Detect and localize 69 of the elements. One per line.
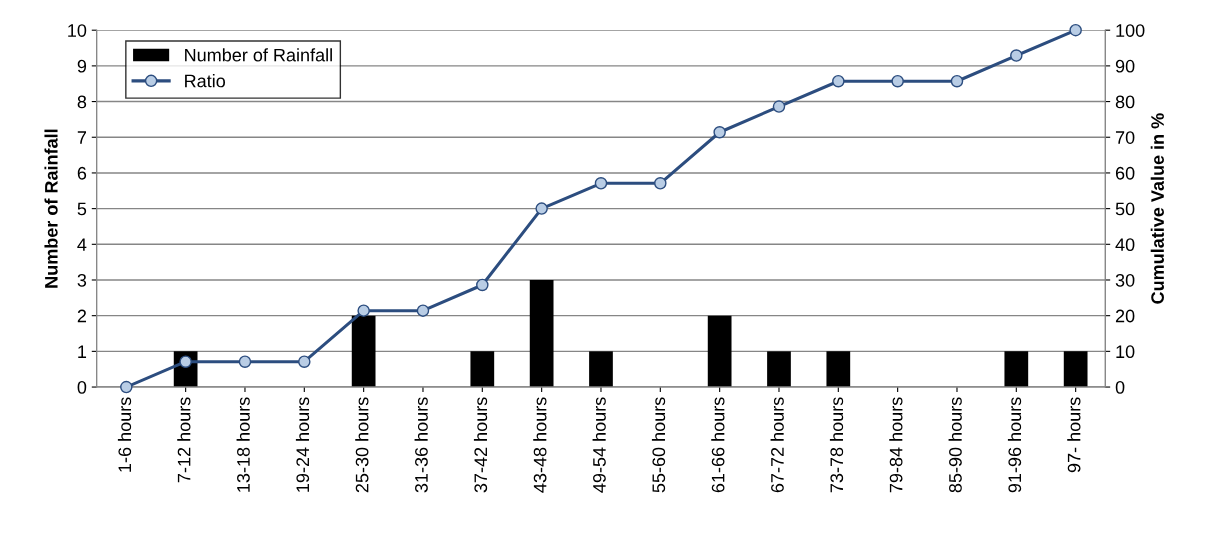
point: [120, 380, 133, 394]
bar: [470, 351, 495, 388]
point: [713, 126, 726, 139]
y2-tick-label: 0: [1115, 380, 1125, 394]
x-tick-label: 85-90 hours: [948, 397, 962, 493]
point: [1010, 49, 1023, 62]
point: [832, 74, 845, 88]
y-tick-label: 4: [77, 238, 87, 251]
y2-tick-label: 30: [1115, 273, 1135, 287]
y2-tick-label: 40: [1115, 238, 1135, 252]
bar: [529, 279, 554, 388]
y-tick-label: 5: [77, 202, 87, 216]
point: [950, 74, 964, 88]
y-tick-label: 2: [77, 309, 87, 323]
x-tick-label: 43-48 hours: [533, 397, 547, 493]
bar: [1063, 351, 1088, 388]
x-tick-label: 25-30 hours: [355, 397, 369, 493]
x-tick-label: 79-84 hours: [889, 397, 903, 493]
point: [357, 304, 370, 317]
legend-label: Ratio: [185, 74, 226, 88]
y-tick-label: 10: [68, 24, 87, 37]
point: [1069, 23, 1082, 37]
x-tick-label: 7-12 hours: [177, 397, 191, 483]
x-tick-label: 67-72 hours: [770, 397, 784, 493]
y2-tick-label: 10: [1116, 345, 1135, 359]
y2-tick-label: 80: [1115, 95, 1135, 109]
point: [654, 177, 667, 190]
x-tick-label: 91-96 hours: [1007, 397, 1022, 493]
legend-label: Number of Rainfall: [185, 48, 332, 62]
y-axis-title: Number of Rainfall: [44, 129, 58, 288]
bar: [707, 315, 732, 388]
x-tick-label: 1-6 hours: [117, 397, 132, 472]
y-tick-label: 6: [77, 166, 87, 180]
point: [535, 202, 548, 215]
x-tick-label: 19-24 hours: [295, 397, 310, 492]
x-tick-label: 61-66 hours: [711, 397, 725, 493]
y2-axis-title: Cumulative Value in %: [1150, 113, 1164, 304]
y2-tick-label: 70: [1115, 131, 1135, 144]
y2-tick-label: 90: [1115, 59, 1135, 73]
x-tick-label: 37-42 hours: [473, 397, 488, 493]
x-tick-label: 73-78 hours: [829, 397, 844, 493]
y2-tick-label: 50: [1115, 202, 1135, 216]
x-tick-label: 13-18 hours: [236, 397, 250, 492]
y-tick-label: 7: [77, 131, 87, 144]
point: [416, 304, 430, 317]
x-tick-label: 55-60 hours: [651, 397, 666, 493]
bar: [589, 351, 613, 388]
point: [594, 177, 608, 190]
y2-tick-label: 60: [1115, 166, 1135, 180]
y2-tick-label: 20: [1115, 309, 1135, 323]
x-tick-label: 49-54 hours: [592, 397, 606, 493]
point: [238, 355, 252, 368]
y-tick-label: 9: [77, 59, 87, 73]
y-tick-label: 3: [77, 273, 87, 287]
x-tick-label: 97- hours: [1067, 397, 1081, 473]
bar: [1004, 351, 1029, 388]
bar: [767, 351, 791, 388]
bar: [826, 351, 851, 388]
point: [179, 355, 192, 368]
y-tick-label: 8: [77, 95, 87, 109]
point: [772, 100, 786, 113]
y-tick-label: 0: [77, 380, 87, 394]
bar: [351, 315, 376, 388]
point: [891, 74, 904, 88]
x-tick-label: 31-36 hours: [414, 397, 428, 493]
point: [298, 355, 311, 368]
y-tick-label: 1: [78, 345, 87, 358]
y2-tick-label: 100: [1116, 24, 1145, 37]
point: [476, 278, 489, 292]
